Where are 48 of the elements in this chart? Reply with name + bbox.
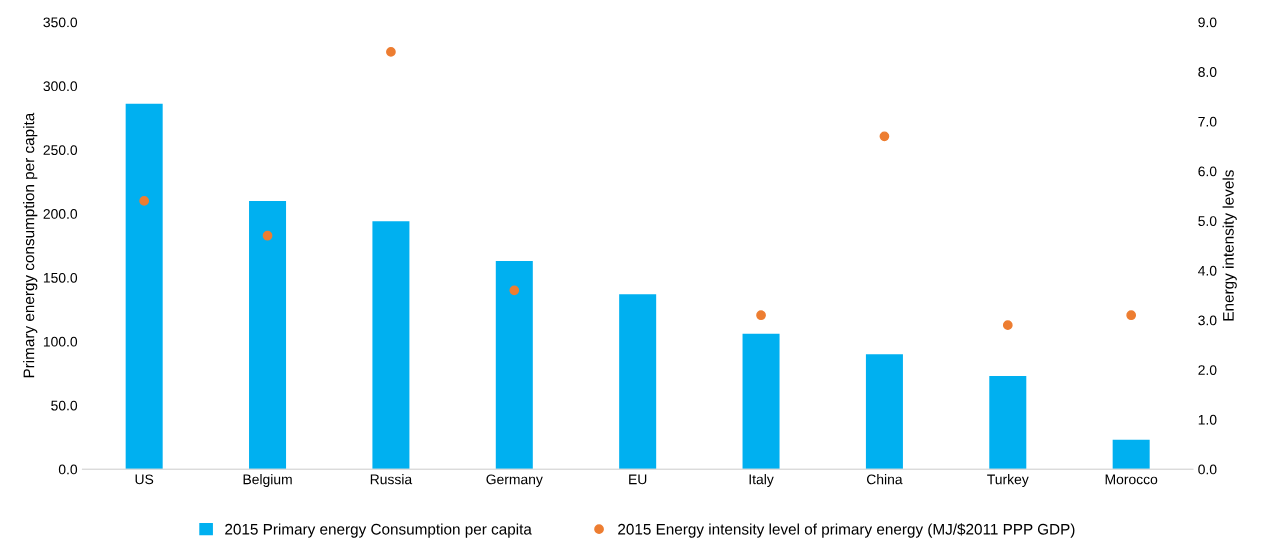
x-tick-label: EU (629, 474, 647, 485)
point (262, 230, 273, 241)
y2-tick-label: 4.0 (1198, 265, 1217, 276)
point (1002, 320, 1013, 330)
y2-tick-label: 5.0 (1198, 216, 1217, 226)
point (386, 47, 396, 57)
bar (125, 103, 163, 470)
x-tick-label: US (135, 474, 154, 485)
bar (619, 294, 657, 470)
y2-tick-label: 3.0 (1198, 315, 1217, 326)
point (756, 310, 766, 321)
bar (989, 375, 1027, 470)
x-tick-label: Russia (370, 474, 413, 485)
y2-axis-title: Energy intensity levels (1222, 170, 1237, 321)
point (879, 131, 890, 142)
legend-label: 2015 Primary energy Consumption per capita (225, 523, 532, 538)
y2-tick-label: 9.0 (1198, 17, 1217, 28)
y-tick-label: 50.0 (51, 400, 78, 411)
bar (742, 333, 780, 470)
x-tick-label: Morocco (1105, 474, 1158, 485)
y-tick-label: 300.0 (43, 81, 78, 92)
y2-tick-label: 7.0 (1198, 116, 1217, 127)
x-tick-label: Italy (749, 474, 774, 488)
point (1126, 310, 1137, 321)
bar (372, 221, 410, 470)
x-tick-label: Belgium (243, 474, 292, 488)
bar (495, 260, 533, 470)
legend-label: 2015 Energy intensity level of primary energy (MJ/$2011 PPP GDP) (618, 523, 1075, 538)
y-tick-label: 150.0 (43, 272, 78, 283)
y-tick-label: 250.0 (43, 145, 78, 155)
y2-tick-label: 8.0 (1198, 67, 1217, 77)
point (139, 196, 150, 206)
x-tick-label: Turkey (987, 474, 1029, 488)
y-axis-title: Primary energy consumption per capita (23, 112, 38, 378)
point (509, 285, 520, 296)
bar (1112, 439, 1150, 470)
y-tick-label: 200.0 (43, 209, 78, 219)
y-tick-label: 100.0 (43, 336, 78, 347)
bar (865, 354, 903, 470)
y2-tick-label: 1.0 (1198, 414, 1217, 425)
bar (249, 200, 287, 470)
y-tick-label: 0.0 (58, 464, 78, 475)
x-tick-label: Germany (486, 474, 543, 488)
y2-tick-label: 0.0 (1198, 464, 1217, 475)
y2-tick-label: 6.0 (1198, 166, 1217, 177)
x-tick-label: China (866, 474, 903, 485)
y2-tick-label: 2.0 (1198, 365, 1217, 376)
y-tick-label: 350.0 (43, 17, 78, 28)
